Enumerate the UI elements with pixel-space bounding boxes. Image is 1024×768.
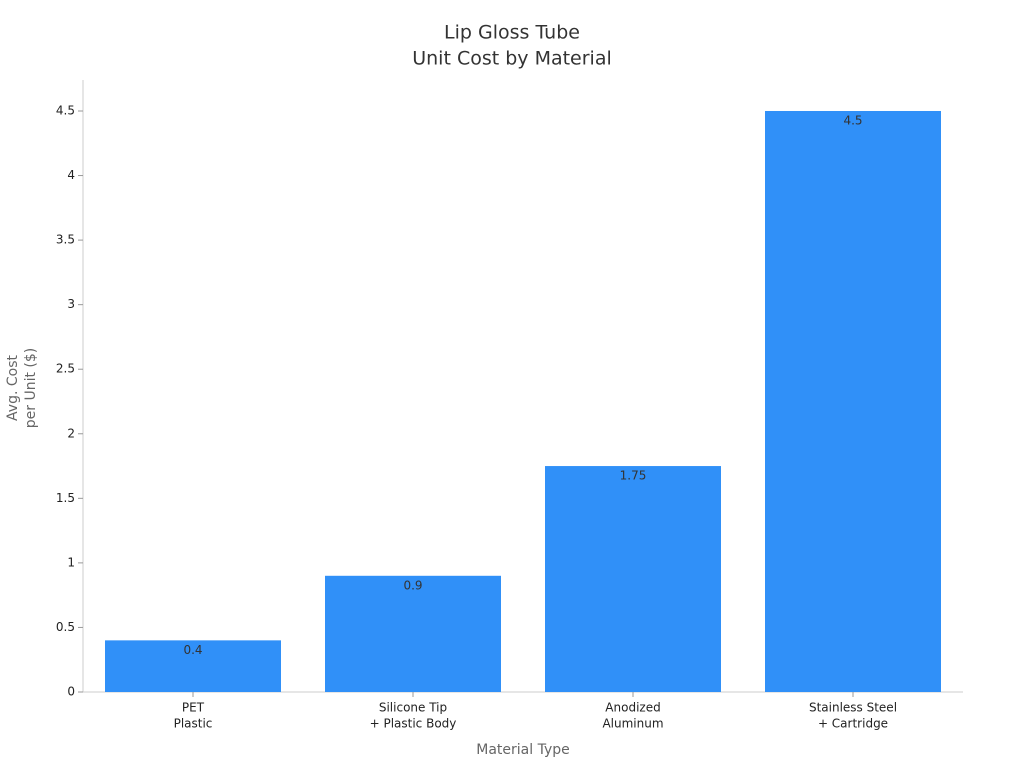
x-tick-label: + Cartridge [818,717,888,731]
y-tick-label: 0.5 [56,620,75,634]
x-axis-title: Material Type [476,742,569,758]
x-tick-label: Aluminum [602,717,663,731]
y-tick-label: 2.5 [56,362,75,376]
value-label: 1.75 [620,469,647,483]
value-label: 0.9 [403,578,422,592]
y-tick-label: 3 [67,297,75,311]
x-tick-label: PET [182,701,205,715]
x-tick-label: Stainless Steel [809,701,897,715]
chart-title-line: Lip Gloss Tube [444,22,580,44]
y-tick-label: 1.5 [56,491,75,505]
y-tick-label: 4.5 [56,103,75,117]
y-tick-label: 0 [67,685,75,699]
value-label: 4.5 [843,113,862,127]
y-tick-label: 1 [67,555,75,569]
bar [765,110,941,692]
y-axis-title-line: Avg. Cost [5,355,21,421]
value-label: 0.4 [183,643,202,657]
bar [545,466,721,692]
x-tick-label: Silicone Tip [379,701,447,715]
bar [325,575,501,692]
y-axis-title-line: per Unit ($) [23,348,39,429]
bar [105,640,281,692]
y-tick-label: 3.5 [56,233,75,247]
x-tick-label: Plastic [174,717,213,731]
y-tick-label: 2 [67,426,75,440]
x-tick-label: Anodized [605,701,660,715]
chart-title-line: Unit Cost by Material [412,48,612,70]
x-tick-label: + Plastic Body [370,717,457,731]
y-tick-label: 4 [67,168,75,182]
